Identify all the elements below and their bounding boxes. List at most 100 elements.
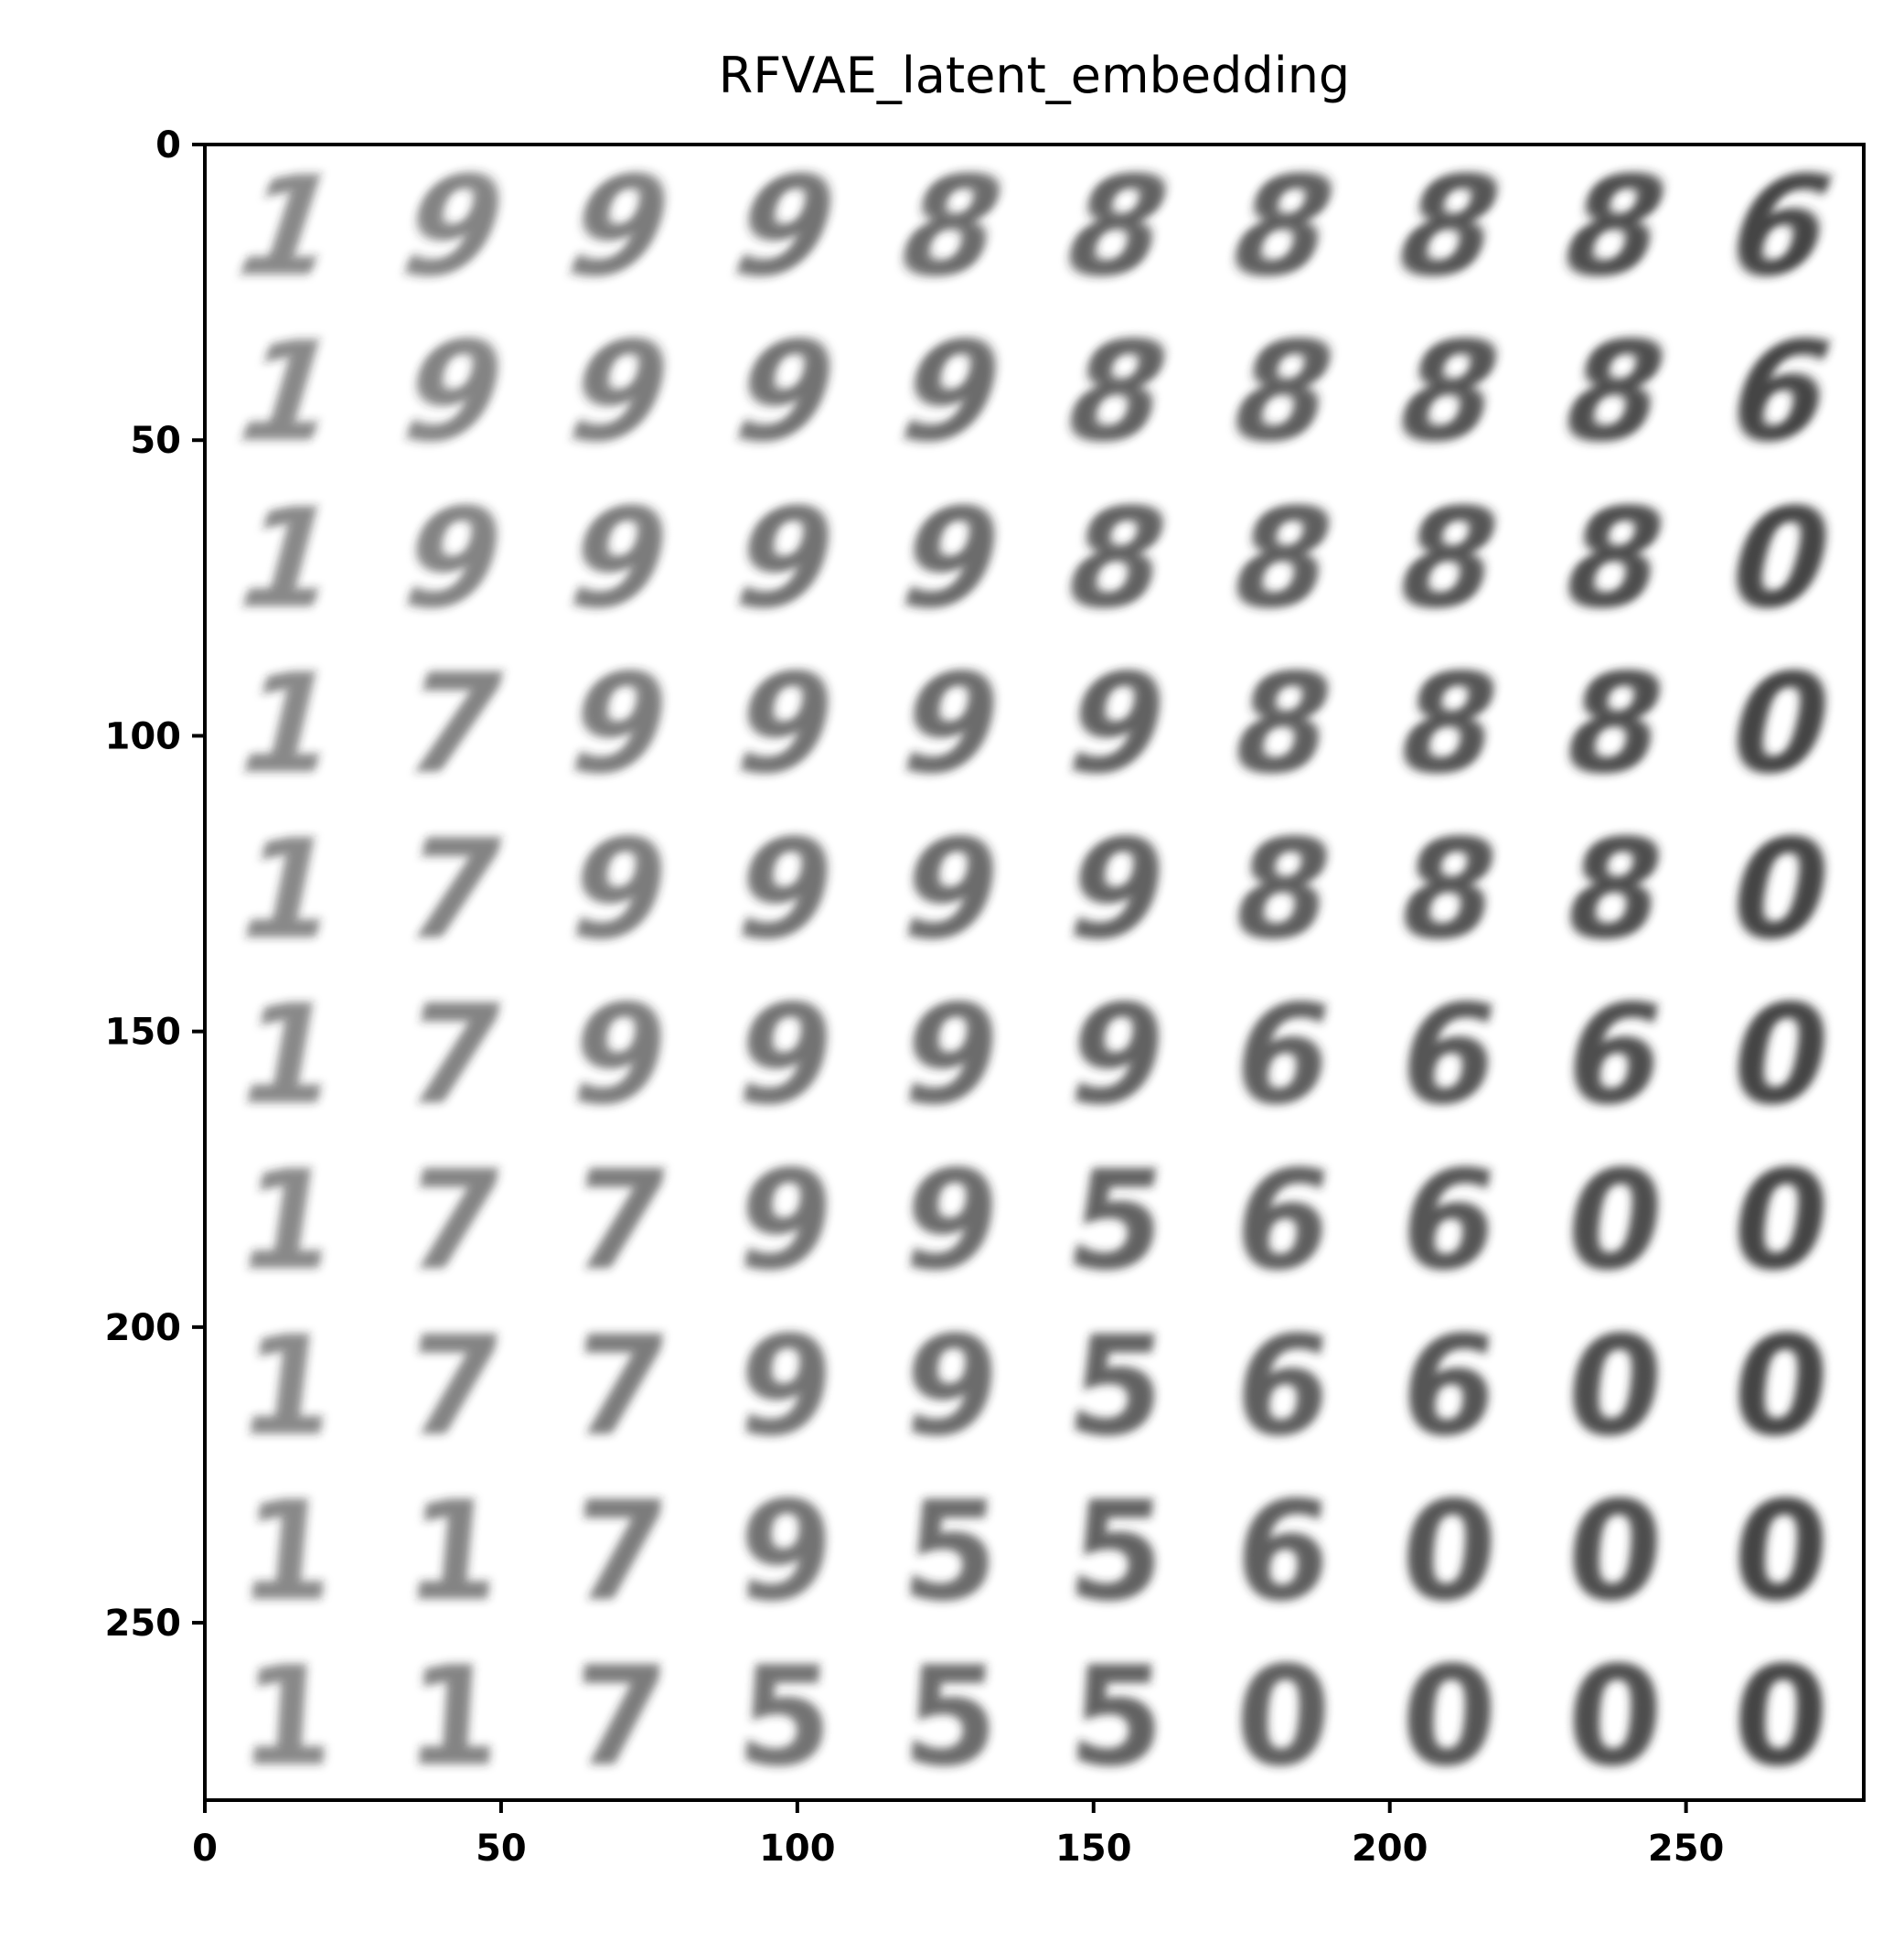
latent-digit-cell: 1 [235, 1638, 340, 1797]
latent-digit-grid: 1 9 9 9 8 8 8 8 8 61 9 9 9 9 8 8 8 8 61 9 9 9 9 8 8 8 8 01 7 9 9 9 9 8 8 8 0… [214, 147, 1855, 1796]
svg-text:8: 8 [1043, 147, 1191, 306]
latent-digit-cell: 0 [1717, 810, 1845, 970]
latent-digit-cell: 0 [1728, 1638, 1834, 1797]
svg-text:0: 0 [1557, 1306, 1672, 1466]
latent-digit-cell: 8 [1548, 644, 1681, 804]
latent-digit-cell: 1 [226, 975, 349, 1135]
x-tick-label: 200 [1352, 1828, 1428, 1870]
latent-digit-cell: 1 [401, 1638, 506, 1797]
latent-digit-cell: 0 [1719, 975, 1843, 1135]
x-tick-label: 100 [759, 1828, 836, 1870]
svg-text:5: 5 [733, 1638, 838, 1797]
y-tick-label: 100 [105, 715, 182, 757]
latent-digit-cell: 1 [230, 1306, 345, 1466]
svg-text:9: 9 [717, 478, 855, 638]
svg-text:9: 9 [1055, 975, 1179, 1135]
svg-text:7: 7 [394, 1141, 513, 1301]
latent-digit-cell: 6 [1224, 1141, 1342, 1301]
svg-text:8: 8 [878, 147, 1025, 306]
plot-frame [203, 143, 1866, 1802]
svg-text:0: 0 [1719, 975, 1843, 1135]
svg-text:9: 9 [555, 810, 683, 970]
svg-text:0: 0 [1728, 1638, 1834, 1797]
svg-text:6: 6 [1553, 975, 1676, 1135]
latent-digit-cell: 7 [564, 1472, 674, 1632]
latent-digit-cell: 9 [728, 1306, 842, 1466]
latent-digit-cell: 5 [733, 1638, 838, 1797]
svg-text:1: 1 [217, 313, 359, 472]
latent-digit-cell: 9 [380, 147, 528, 306]
latent-digit-cell: 9 [723, 975, 847, 1135]
svg-text:7: 7 [564, 1472, 674, 1632]
latent-digit-cell: 8 [1212, 313, 1354, 472]
latent-digit-cell: 8 [878, 147, 1025, 306]
svg-text:1: 1 [219, 478, 357, 638]
latent-digit-cell: 7 [387, 644, 519, 804]
y-tick-label: 50 [130, 420, 181, 462]
svg-text:0: 0 [1394, 1472, 1503, 1632]
svg-text:9: 9 [890, 975, 1013, 1135]
svg-text:9: 9 [1054, 810, 1182, 970]
svg-text:9: 9 [551, 478, 689, 638]
svg-text:6: 6 [1222, 975, 1345, 1135]
svg-text:7: 7 [387, 644, 519, 804]
svg-text:0: 0 [1556, 1141, 1674, 1301]
svg-text:0: 0 [1396, 1638, 1502, 1797]
latent-digit-cell: 7 [567, 1638, 672, 1797]
svg-text:7: 7 [396, 1306, 510, 1466]
latent-digit-cell: 8 [1378, 313, 1521, 472]
svg-text:9: 9 [894, 1306, 1009, 1466]
svg-text:9: 9 [728, 1306, 842, 1466]
y-tick-label: 250 [105, 1603, 182, 1645]
latent-digit-cell: 1 [229, 1141, 348, 1301]
svg-text:9: 9 [385, 478, 523, 638]
latent-digit-cell: 0 [1396, 1638, 1502, 1797]
latent-digit-cell: 6 [1707, 147, 1855, 306]
svg-text:9: 9 [558, 975, 681, 1135]
latent-digit-cell: 8 [1216, 644, 1349, 804]
svg-text:8: 8 [1210, 147, 1357, 306]
svg-text:0: 0 [1724, 1306, 1838, 1466]
latent-digit-cell: 9 [549, 313, 691, 472]
latent-digit-cell: 1 [214, 147, 361, 306]
latent-digit-cell: 0 [1394, 1472, 1503, 1632]
x-tick-label: 0 [192, 1828, 218, 1870]
svg-text:8: 8 [1212, 313, 1354, 472]
svg-text:5: 5 [1063, 1472, 1172, 1632]
svg-text:5: 5 [1060, 1306, 1174, 1466]
svg-text:8: 8 [1385, 810, 1513, 970]
latent-digit-cell: 0 [1712, 478, 1850, 638]
svg-text:1: 1 [221, 644, 354, 804]
latent-digit-cell: 9 [880, 313, 1022, 472]
latent-digit-cell: 7 [560, 1141, 679, 1301]
latent-digit-cell: 7 [396, 1306, 510, 1466]
svg-text:9: 9 [711, 147, 859, 306]
latent-digit-cell: 8 [1546, 478, 1685, 638]
latent-digit-cell: 1 [221, 644, 354, 804]
svg-text:8: 8 [1375, 147, 1523, 306]
latent-digit-cell: 5 [1063, 1472, 1172, 1632]
svg-text:1: 1 [226, 975, 349, 1135]
latent-digit-cell: 8 [1541, 147, 1688, 306]
svg-text:6: 6 [1709, 313, 1852, 472]
svg-text:1: 1 [224, 810, 352, 970]
latent-digit-cell: 8 [1380, 478, 1518, 638]
latent-digit-cell: 9 [894, 1306, 1009, 1466]
latent-digit-cell: 9 [551, 478, 689, 638]
svg-text:0: 0 [1712, 478, 1850, 638]
svg-text:9: 9 [880, 313, 1022, 472]
x-tick-label: 50 [476, 1828, 527, 1870]
latent-digit-cell: 0 [1724, 1306, 1838, 1466]
svg-text:6: 6 [1228, 1472, 1338, 1632]
svg-text:7: 7 [562, 1306, 677, 1466]
latent-digit-cell: 5 [1060, 1306, 1174, 1466]
latent-digit-cell: 9 [1051, 644, 1183, 804]
latent-digit-cell: 9 [382, 313, 525, 472]
latent-digit-cell: 9 [726, 1141, 845, 1301]
svg-text:1: 1 [399, 1472, 508, 1632]
y-tick-label: 200 [105, 1307, 182, 1349]
svg-text:1: 1 [235, 1638, 340, 1797]
svg-text:8: 8 [1544, 313, 1686, 472]
